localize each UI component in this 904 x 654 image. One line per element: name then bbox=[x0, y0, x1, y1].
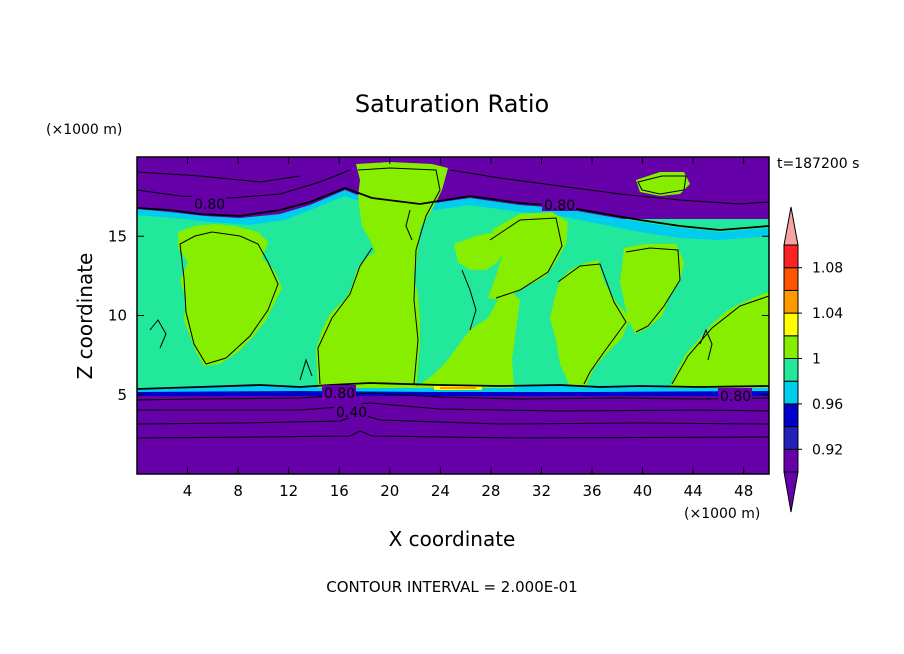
colorbar-tick-label: 1 bbox=[812, 352, 821, 368]
cloud-column bbox=[414, 290, 520, 388]
colorbar-cell bbox=[783, 289, 799, 314]
cloud-column bbox=[620, 244, 684, 334]
colorbar-cell bbox=[783, 448, 799, 473]
colorbar-tick-label: 0.92 bbox=[812, 442, 843, 458]
cloud-column bbox=[316, 162, 448, 388]
colorbar-tick-label: 0.96 bbox=[812, 397, 843, 413]
x-tick-label: 16 bbox=[330, 482, 349, 500]
time-label: t=187200 s bbox=[777, 156, 859, 172]
colorbar-tick-label: 1.04 bbox=[812, 306, 843, 322]
cloud-column bbox=[178, 224, 282, 366]
contour-label: 0.80 bbox=[324, 386, 355, 402]
contour-label: 0.80 bbox=[720, 389, 751, 405]
upper-moist-region bbox=[137, 196, 769, 250]
colorbar-cell bbox=[783, 335, 799, 359]
x-tick-label: 20 bbox=[380, 482, 399, 500]
contour-label-group: 0.80 0.80 0.80 0.40 0.80 bbox=[192, 196, 752, 421]
cloud-column bbox=[670, 292, 769, 388]
colorbar-cell bbox=[783, 312, 799, 337]
cloud-column bbox=[488, 212, 568, 300]
colorbar-cell bbox=[783, 426, 799, 450]
x-axis-label: X coordinate bbox=[389, 527, 516, 551]
x-tick-label: 8 bbox=[233, 482, 243, 500]
orange-patch bbox=[440, 387, 476, 389]
contour-label: 0.80 bbox=[194, 197, 225, 213]
contour-interval-footer: CONTOUR INTERVAL = 2.000E-01 bbox=[326, 578, 577, 596]
colorbar: 0.92 0.96 1 1.04 1.08 bbox=[783, 206, 843, 513]
x-unit-label: (×1000 m) bbox=[684, 506, 760, 522]
y-axis-label: Z coordinate bbox=[73, 253, 97, 380]
y-tick-label: 5 bbox=[117, 386, 127, 404]
x-tick-label: 44 bbox=[684, 482, 703, 500]
x-tick-label: 12 bbox=[279, 482, 298, 500]
x-tick-label: 24 bbox=[431, 482, 450, 500]
contour-label: 0.80 bbox=[544, 198, 575, 214]
colorbar-cell bbox=[783, 206, 799, 246]
colorbar-cell bbox=[783, 471, 799, 513]
y-unit-label: (×1000 m) bbox=[46, 122, 122, 138]
x-tick-label: 4 bbox=[183, 482, 193, 500]
colorbar-cell bbox=[783, 358, 799, 382]
x-axis: 4 8 12 16 20 24 28 32 36 40 44 48 bbox=[183, 157, 753, 500]
contour-label: 0.40 bbox=[336, 405, 367, 421]
cloud-column bbox=[550, 260, 630, 386]
x-tick-label: 40 bbox=[633, 482, 652, 500]
lower-edge-band bbox=[137, 391, 769, 396]
x-tick-label: 48 bbox=[734, 482, 753, 500]
colorbar-tick-label: 1.08 bbox=[812, 261, 843, 277]
x-tick-label: 32 bbox=[532, 482, 551, 500]
chart-title: Saturation Ratio bbox=[355, 90, 549, 118]
plot-area: 0.80 0.80 0.80 0.40 0.80 bbox=[137, 157, 769, 474]
contour-lines bbox=[137, 167, 769, 439]
colorbar-cell bbox=[783, 244, 799, 269]
x-tick-label: 28 bbox=[481, 482, 500, 500]
y-tick-label: 15 bbox=[108, 227, 127, 245]
colorbar-cell bbox=[783, 267, 799, 291]
cloud-column bbox=[636, 172, 690, 196]
colorbar-cell bbox=[783, 403, 799, 428]
y-tick-label: 10 bbox=[108, 307, 127, 325]
cloud-column bbox=[454, 232, 506, 270]
colorbar-cell bbox=[783, 380, 799, 405]
x-tick-label: 36 bbox=[582, 482, 601, 500]
y-axis: 5 10 15 bbox=[108, 227, 769, 404]
lower-dry-layer bbox=[137, 388, 769, 474]
